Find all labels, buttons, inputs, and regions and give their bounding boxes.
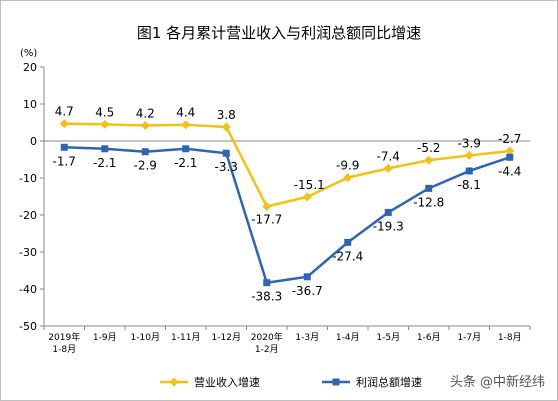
x-tick-label: 1-9月 (93, 332, 117, 343)
x-tick-label: 1-2月 (255, 344, 279, 355)
data-label-profit: -38.3 (251, 290, 282, 304)
data-label-profit: -3.3 (215, 160, 238, 174)
data-point-profit (222, 149, 230, 157)
data-point-revenue (262, 201, 272, 211)
data-label-profit: -1.7 (53, 154, 76, 168)
data-label-revenue: 4.2 (136, 106, 155, 120)
series-layer (59, 119, 515, 287)
data-point-revenue (383, 163, 393, 173)
data-point-profit (60, 143, 68, 151)
data-point-revenue (464, 150, 474, 160)
watermark: 头条 @中新经纬 (450, 374, 545, 390)
x-tick-label: 1-8月 (52, 344, 76, 355)
legend-label-2: 利润总额增速 (356, 375, 422, 389)
data-point-revenue (302, 192, 312, 202)
data-label-revenue: 4.7 (55, 105, 74, 119)
data-label-profit: -8.1 (458, 178, 481, 192)
x-tick-label: 1-4月 (336, 332, 360, 343)
y-tick-label: 20 (23, 61, 37, 74)
x-tick-label: 1-12月 (212, 332, 241, 343)
legend: 营业收入增速 利润总额增速 (160, 375, 422, 389)
data-label-revenue: -15.1 (294, 178, 325, 192)
data-point-revenue (221, 122, 231, 132)
legend-marker-profit (332, 378, 340, 386)
x-tick-label: 1-11月 (171, 332, 200, 343)
y-tick-label: 0 (30, 135, 37, 148)
data-point-revenue (181, 120, 191, 130)
y-tick-label: -10 (19, 172, 37, 185)
data-label-profit: -12.8 (413, 195, 444, 209)
y-tick-label: -30 (19, 246, 37, 259)
data-point-profit (263, 279, 271, 287)
data-point-profit (182, 145, 190, 153)
data-labels: 4.7 4.5 4.2 4.4 3.8 -17.7 -15.1 -9.9 -7.4 -5.2 -3.… (53, 105, 522, 304)
unit-label: (%) (20, 48, 37, 59)
data-label-profit: -2.9 (134, 159, 157, 173)
data-point-profit (506, 153, 514, 161)
data-point-profit (141, 148, 149, 156)
data-label-profit: -2.1 (174, 156, 197, 170)
data-label-profit: -27.4 (332, 249, 363, 263)
series-line-1 (64, 122, 510, 208)
y-tick-label: 10 (23, 98, 37, 111)
data-point-revenue (59, 119, 69, 129)
x-tick-label: 2020年 (251, 331, 283, 343)
series-line-2 (64, 146, 511, 284)
data-label-profit: -36.7 (292, 284, 323, 298)
x-tick-label: 2019年 (48, 331, 80, 343)
data-point-profit (425, 184, 433, 192)
legend-marker-revenue (169, 377, 179, 387)
data-point-revenue (140, 120, 150, 130)
y-tick-label: -50 (19, 320, 37, 333)
data-point-revenue (424, 155, 434, 165)
data-point-profit (344, 238, 352, 246)
y-tick-label: -40 (19, 283, 37, 296)
x-tick-label: 1-3月 (295, 332, 319, 343)
chart-title: 图1 各月累计营业收入与利润总额同比增速 (137, 24, 421, 42)
data-point-profit (303, 273, 311, 281)
legend-label-1: 营业收入增速 (194, 375, 260, 389)
y-tick-label: -20 (19, 209, 37, 222)
x-tick-label: 1-6月 (417, 332, 441, 343)
data-label-profit: -2.1 (93, 156, 116, 170)
data-label-revenue: 4.5 (95, 105, 114, 119)
data-point-revenue (100, 119, 110, 129)
data-label-profit: -19.3 (373, 219, 404, 233)
data-point-revenue (505, 146, 515, 156)
x-tick-label: 1-7月 (457, 332, 481, 343)
data-point-revenue (343, 173, 353, 183)
data-point-profit (384, 208, 392, 216)
data-label-revenue: -5.2 (417, 141, 440, 155)
x-tick-label: 1-8月 (498, 332, 522, 343)
data-label-revenue: 3.8 (217, 108, 236, 122)
x-tick-label: 1-10月 (131, 332, 160, 343)
data-label-revenue: -7.4 (377, 149, 400, 163)
data-label-revenue: -9.9 (336, 159, 359, 173)
x-tick-label: 1-5月 (376, 332, 400, 343)
watermark-text: 头条 @中新经纬 (450, 374, 545, 390)
data-label-revenue: -2.7 (498, 132, 521, 146)
data-label-profit: -4.4 (498, 164, 521, 178)
data-label-revenue: 4.4 (176, 106, 195, 120)
data-label-revenue: -3.9 (458, 136, 481, 150)
data-point-profit (101, 145, 109, 153)
data-point-profit (465, 167, 473, 175)
data-label-revenue: -17.7 (251, 212, 282, 226)
